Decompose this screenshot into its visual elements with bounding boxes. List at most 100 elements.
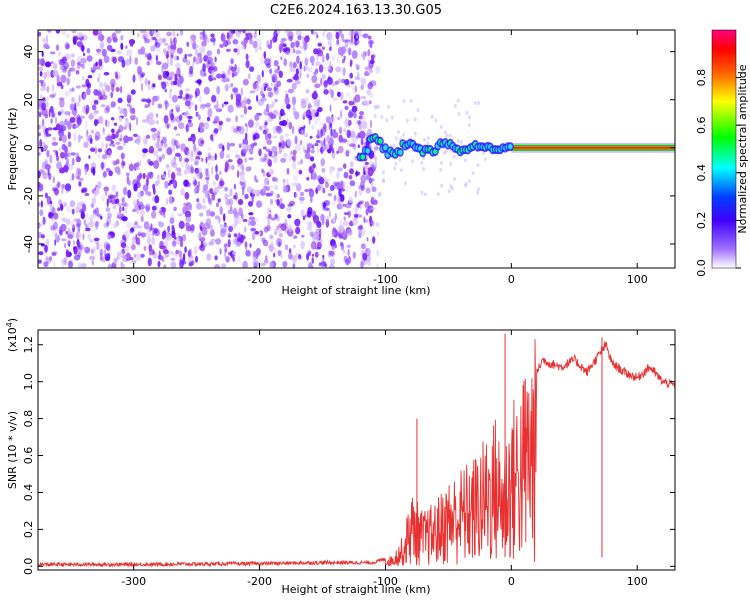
noise-speck <box>267 184 274 189</box>
noise-speck <box>314 251 319 258</box>
noise-speck <box>123 230 130 240</box>
noise-speck <box>294 80 301 85</box>
noise-speck <box>38 181 41 189</box>
noise-speck <box>327 40 331 46</box>
noise-speck <box>241 187 245 196</box>
noise-speck <box>336 150 339 154</box>
noise-speck <box>360 260 364 268</box>
noise-speck <box>117 56 125 63</box>
noise-speck <box>188 262 193 267</box>
noise-speck <box>131 244 136 251</box>
noise-speck <box>112 36 118 43</box>
noise-speck <box>144 104 149 109</box>
noise-speck <box>233 233 238 238</box>
noise-speck <box>65 231 69 235</box>
noise-speck <box>38 58 42 65</box>
noise-speck <box>360 84 365 91</box>
noise-speck <box>341 78 346 84</box>
noise-speck <box>224 194 231 198</box>
noise-speck <box>224 247 228 253</box>
noise-speck <box>157 174 160 180</box>
noise-speck <box>103 55 110 64</box>
noise-speck <box>89 137 93 144</box>
noise-speck <box>345 92 351 97</box>
noise-speck <box>225 48 231 52</box>
noise-speck <box>310 165 315 174</box>
noise-speck <box>229 142 236 147</box>
noise-speck <box>81 76 85 81</box>
noise-speck <box>200 157 204 162</box>
noise-speck <box>225 198 231 206</box>
noise-speck <box>239 175 245 181</box>
noise-speck <box>346 139 350 147</box>
noise-speck <box>273 247 278 255</box>
noise-speck <box>262 186 267 193</box>
noise-speck <box>227 209 234 215</box>
noise-speck <box>120 107 127 112</box>
noise-speck <box>147 83 151 91</box>
noise-speck <box>273 154 278 163</box>
noise-speck <box>218 120 224 126</box>
noise-speck <box>144 31 151 39</box>
spectrogram-x-label: Height of straight line (km) <box>281 284 430 297</box>
noise-speck <box>57 111 62 116</box>
noise-speck <box>221 103 224 109</box>
noise-speck <box>299 196 305 201</box>
noise-speck <box>50 61 54 65</box>
noise-speck <box>152 150 159 157</box>
noise-speck <box>274 68 280 74</box>
noise-speck <box>314 116 319 126</box>
noise-speck <box>304 188 310 193</box>
noise-speck <box>352 97 356 105</box>
noise-speck <box>209 188 214 194</box>
noise-speck <box>354 209 359 215</box>
noise-speck <box>354 76 361 81</box>
noise-speck <box>398 157 402 162</box>
noise-speck <box>125 45 128 49</box>
noise-speck <box>234 217 238 227</box>
noise-speck <box>73 254 81 261</box>
noise-speck <box>369 161 375 168</box>
noise-speck <box>194 56 201 65</box>
spectrogram-y-tick-label: 20 <box>22 93 35 107</box>
noise-speck <box>155 141 160 149</box>
noise-speck <box>321 54 325 63</box>
noise-speck <box>331 132 337 138</box>
noise-speck <box>273 252 276 258</box>
noise-speck <box>394 161 398 166</box>
noise-speck <box>100 40 104 50</box>
noise-speck <box>47 30 52 33</box>
noise-speck <box>169 88 172 93</box>
noise-speck <box>97 181 102 189</box>
noise-speck <box>113 223 117 229</box>
noise-speck <box>440 161 443 166</box>
noise-speck <box>329 104 332 112</box>
noise-speck <box>355 170 358 177</box>
noise-speck <box>75 70 80 75</box>
noise-speck <box>59 98 65 108</box>
noise-speck <box>157 103 163 109</box>
noise-speck <box>320 147 323 153</box>
noise-speck <box>145 190 149 196</box>
noise-speck <box>349 72 354 79</box>
noise-speck <box>93 246 96 253</box>
noise-speck <box>272 146 275 152</box>
noise-speck <box>237 255 241 263</box>
noise-speck <box>49 51 56 55</box>
noise-speck <box>132 236 136 240</box>
noise-speck <box>171 162 178 168</box>
noise-speck <box>242 218 248 223</box>
noise-speck <box>221 78 228 83</box>
noise-speck <box>98 58 103 67</box>
snr-y-tick-label: 1.0 <box>22 373 35 391</box>
noise-speck <box>83 219 87 226</box>
noise-speck <box>211 136 214 143</box>
noise-speck <box>113 122 118 126</box>
noise-speck <box>260 86 265 91</box>
noise-speck <box>55 30 61 34</box>
noise-speck <box>77 168 82 177</box>
noise-speck <box>361 260 367 266</box>
noise-speck <box>134 253 137 258</box>
noise-speck <box>320 128 323 138</box>
noise-speck <box>204 192 208 198</box>
